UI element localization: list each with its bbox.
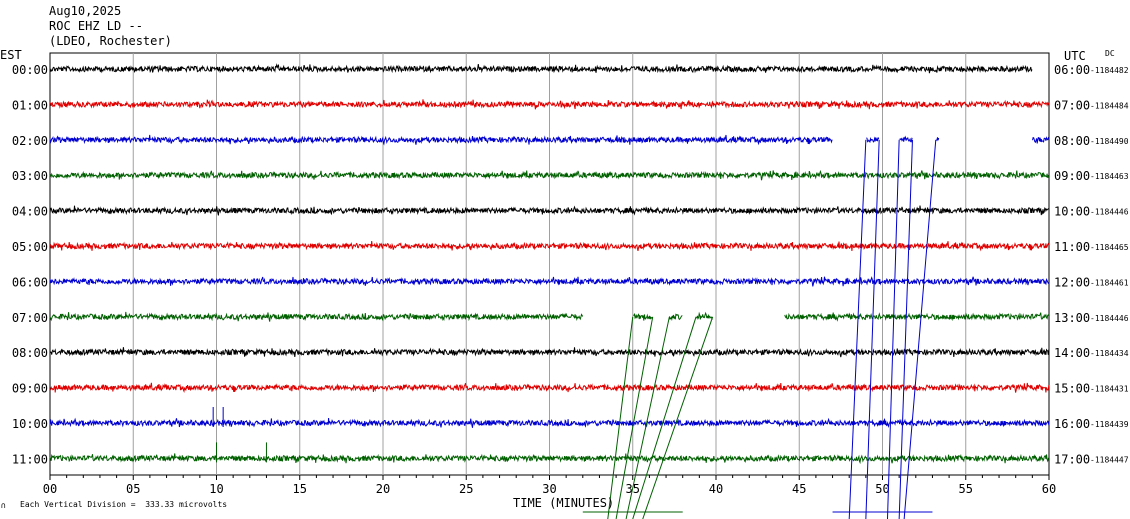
est-hour-label: 04:00 (12, 205, 48, 219)
dc-offset-value: -1184465 (1090, 243, 1129, 252)
dc-offset-value: -1184463 (1090, 172, 1129, 181)
x-tick-label: 20 (376, 482, 390, 496)
glitch-line (848, 139, 867, 519)
utc-hour-label: 06:00 (1054, 63, 1090, 77)
waveform-trace (49, 205, 1050, 216)
est-hour-label: 11:00 (12, 452, 48, 466)
utc-zone-label: UTC (1064, 49, 1086, 63)
x-tick-label: 60 (1042, 482, 1056, 496)
est-hour-label: 07:00 (12, 311, 48, 325)
dc-offset-value: -1184490 (1090, 137, 1129, 146)
glitch-line (615, 316, 654, 519)
est-hour-label: 05:00 (12, 240, 48, 254)
utc-hour-label: 07:00 (1054, 98, 1090, 112)
utc-hour-label: 12:00 (1054, 275, 1090, 289)
x-tick-label: 25 (459, 482, 473, 496)
dc-offset-value: -1184431 (1090, 385, 1129, 394)
utc-hour-label: 16:00 (1054, 417, 1090, 431)
utc-hour-label: 11:00 (1054, 240, 1090, 254)
waveform-trace (49, 169, 1050, 181)
dc-offset-value: -1184434 (1090, 349, 1129, 358)
scale-note: Each Vertical Division = 333.33 microvol… (20, 500, 228, 509)
station-code: ROC EHZ LD -- (49, 19, 143, 33)
x-tick-label: 15 (293, 482, 307, 496)
dc-offset-value: -1184446 (1090, 208, 1129, 217)
est-hour-label: 08:00 (12, 346, 48, 360)
utc-hour-label: 10:00 (1054, 205, 1090, 219)
waveform-trace (49, 417, 1050, 428)
est-zone-label: EST (0, 48, 22, 62)
est-hour-label: 10:00 (12, 417, 48, 431)
glitch-line (632, 316, 697, 519)
est-hour-label: 00:00 (12, 63, 48, 77)
glitch-line (607, 316, 634, 519)
utc-hour-label: 14:00 (1054, 346, 1090, 360)
est-hour-label: 03:00 (12, 169, 48, 183)
recording-date: Aug10,2025 (49, 4, 122, 18)
x-tick-label: 55 (959, 482, 973, 496)
est-hour-label: 02:00 (12, 134, 48, 148)
waveform-trace (49, 241, 1050, 252)
x-tick-label: 05 (126, 482, 140, 496)
est-hour-label: 06:00 (12, 275, 48, 289)
waveform-trace (49, 382, 1050, 394)
dc-offset-value: -1184482 (1090, 66, 1129, 75)
dc-offset-value: -1184446 (1090, 314, 1129, 323)
x-tick-label: 10 (209, 482, 223, 496)
utc-hour-label: 17:00 (1054, 452, 1090, 466)
x-tick-label: 00 (43, 482, 57, 496)
waveform-trace (49, 63, 1033, 74)
dc-offset-value: -1184439 (1090, 420, 1129, 429)
x-tick-label: 45 (792, 482, 806, 496)
waveform-trace (49, 347, 1050, 358)
x-tick-label: 50 (875, 482, 889, 496)
utc-hour-label: 15:00 (1054, 382, 1090, 396)
glitch-line (642, 316, 714, 519)
glitch-line (865, 139, 880, 519)
glitch-line (903, 139, 937, 519)
est-hour-label: 09:00 (12, 382, 48, 396)
dc-offset-header: DC (1105, 49, 1115, 58)
utc-hour-label: 09:00 (1054, 169, 1090, 183)
glitch-line (625, 316, 670, 519)
waveform-trace (49, 134, 1050, 146)
waveform-trace (49, 276, 1050, 287)
waveform-trace (49, 99, 1050, 110)
waveform-trace (49, 311, 1050, 322)
x-tick-label: 40 (709, 482, 723, 496)
glitch-line (898, 139, 913, 519)
est-hour-label: 01:00 (12, 98, 48, 112)
network-name: (LDEO, Rochester) (49, 34, 172, 48)
dc-offset-value: -1184447 (1090, 455, 1129, 464)
utc-hour-label: 13:00 (1054, 311, 1090, 325)
glitch-line (886, 139, 900, 519)
x-axis-title: TIME (MINUTES) (513, 496, 615, 510)
utc-hour-label: 08:00 (1054, 134, 1090, 148)
dc-offset-value: -1184461 (1090, 278, 1129, 287)
x-tick-label: 30 (542, 482, 556, 496)
scale-marker-icon: ∩ (1, 501, 6, 510)
dc-offset-value: -1184484 (1090, 101, 1129, 110)
